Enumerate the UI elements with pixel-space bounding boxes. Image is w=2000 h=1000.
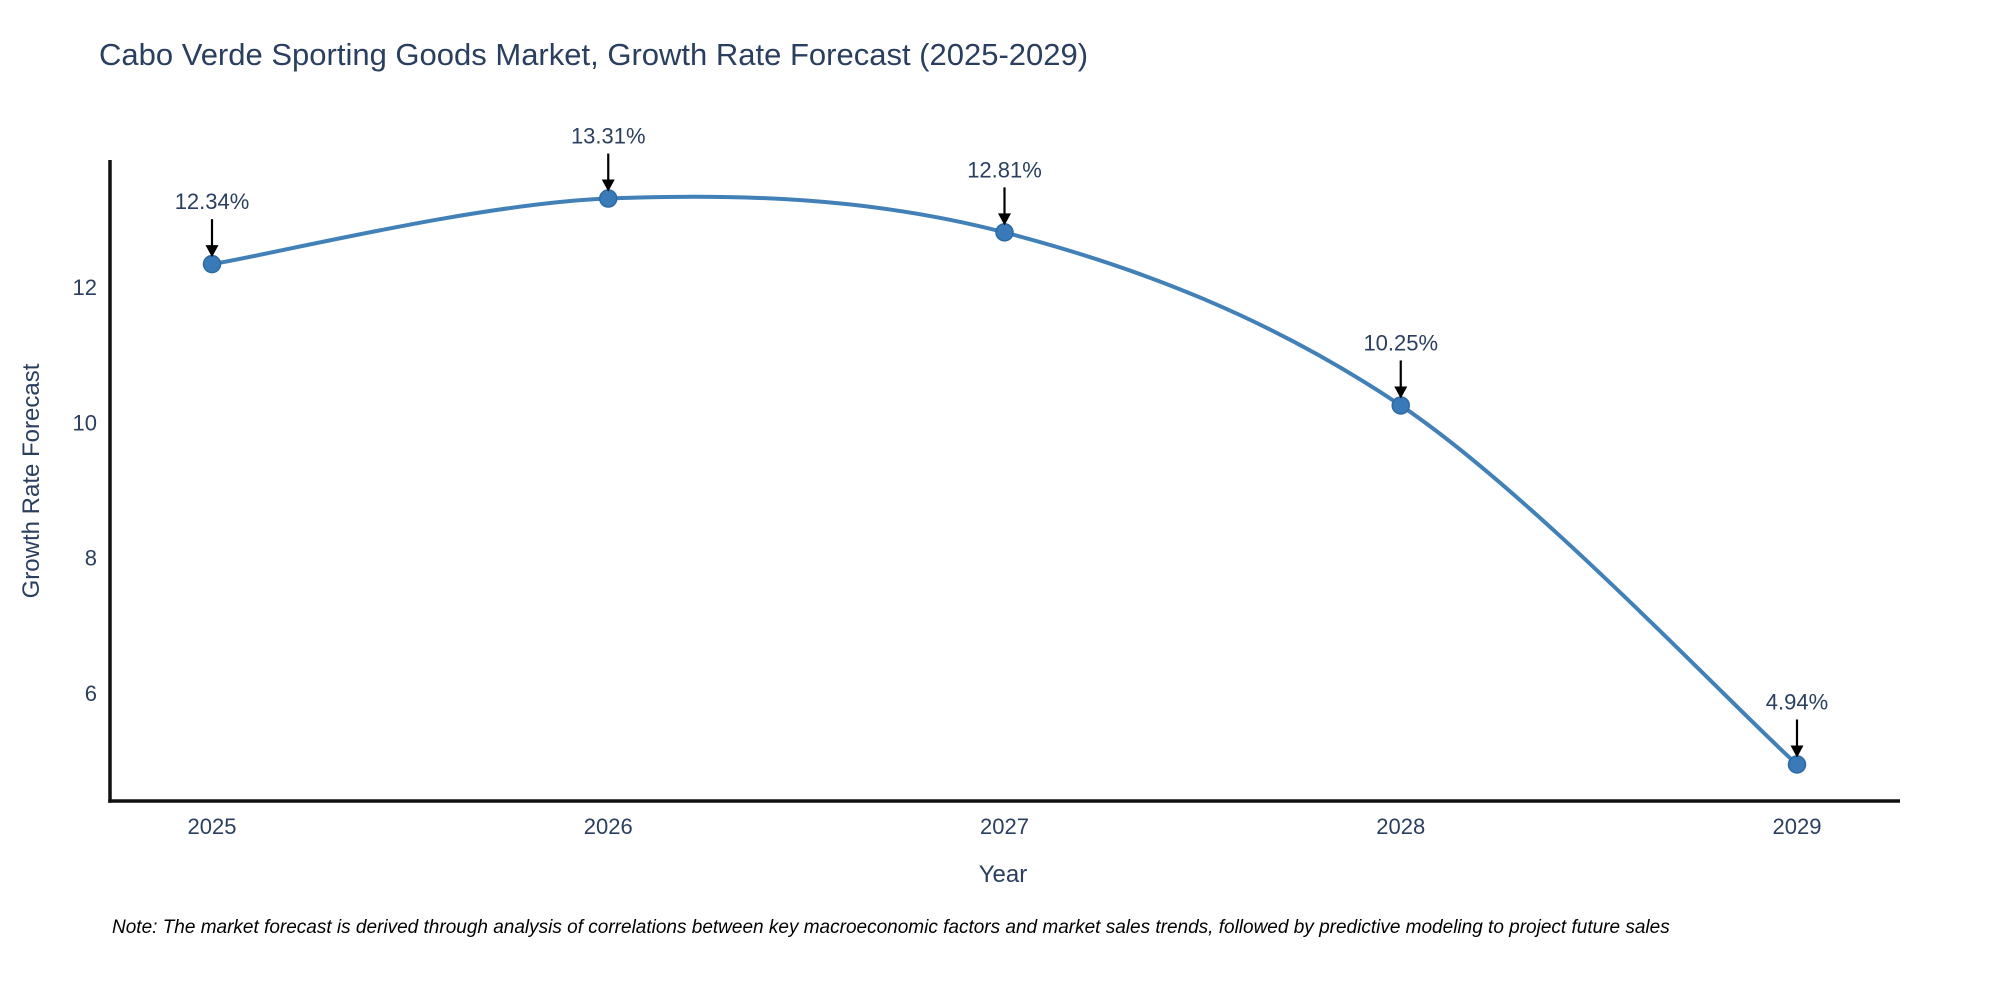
point-annotation-label: 12.81% [967,157,1042,182]
y-tick-label: 12 [73,275,97,300]
y-tick-label: 6 [85,681,97,706]
y-axis-title: Growth Rate Forecast [18,363,45,599]
x-tick-label: 2027 [980,814,1029,839]
point-annotation-label: 10.25% [1363,330,1438,355]
x-tick-label: 2026 [584,814,633,839]
data-point-marker [1391,396,1410,415]
point-annotation-label: 13.31% [571,124,646,149]
x-axis-title: Year [978,861,1028,888]
series-line [210,194,1799,767]
annotation-arrowhead-icon [1790,745,1804,758]
annotation-arrowhead-icon [998,213,1011,226]
y-tick-label: 10 [73,410,97,435]
footnote: Note: The market forecast is derived thr… [112,917,1670,938]
point-annotation-label: 12.34% [175,189,250,214]
x-tick-label: 2029 [1773,814,1822,839]
annotation-arrowhead-icon [205,245,219,258]
data-point-marker [995,223,1014,242]
data-point-marker [1787,755,1807,774]
point-annotation-label: 4.94% [1766,689,1828,714]
annotation-arrowhead-icon [601,179,615,192]
annotation-arrowhead-icon [1394,386,1408,399]
x-tick-label: 2025 [188,814,237,839]
data-point-marker [202,254,222,274]
y-tick-label: 8 [85,546,97,571]
x-tick-label: 2028 [1376,814,1425,839]
chart-title: Cabo Verde Sporting Goods Market, Growth… [99,37,1089,72]
data-point-marker [599,189,618,208]
